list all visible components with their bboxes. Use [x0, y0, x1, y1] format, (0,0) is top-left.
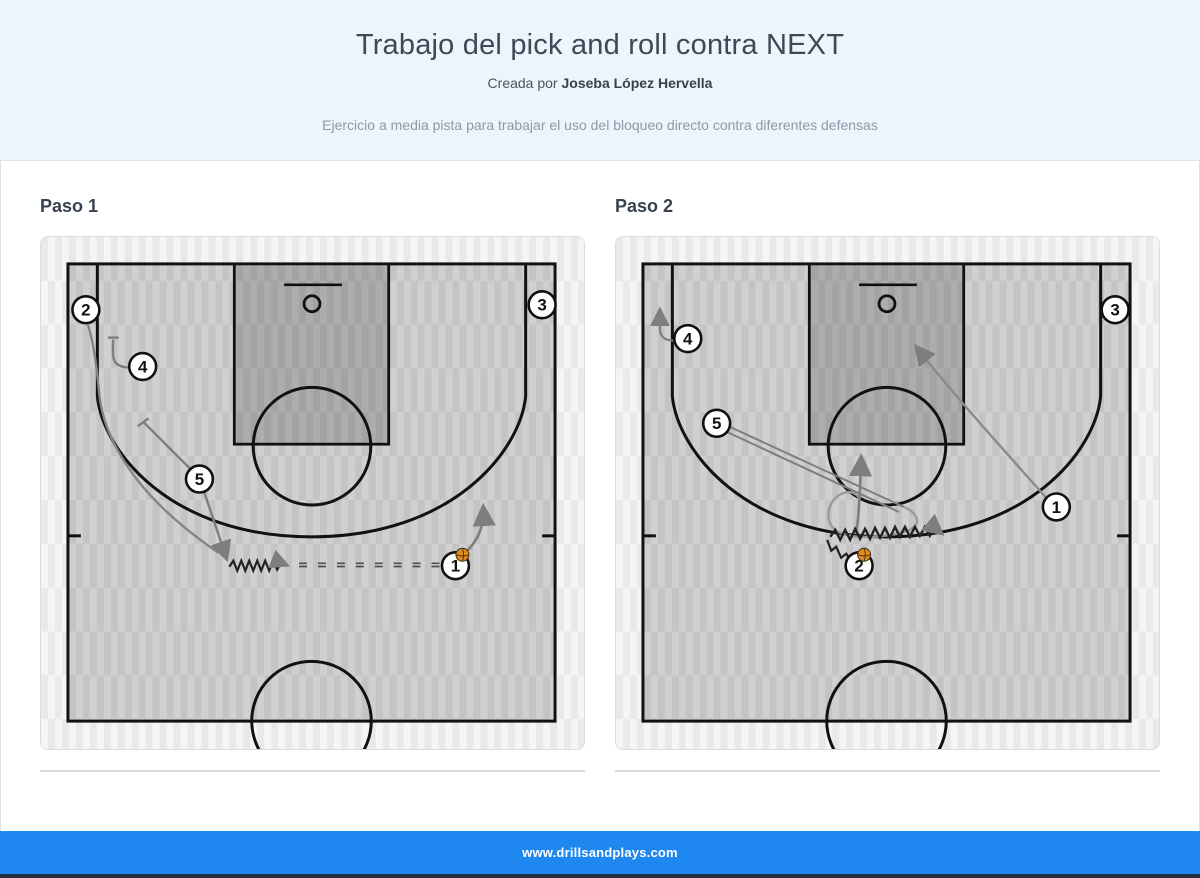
player-number: 1	[1052, 498, 1061, 517]
paint-area	[232, 262, 391, 446]
player-number: 4	[683, 330, 693, 349]
roll-arrow-player5	[848, 452, 873, 534]
header: Trabajo del pick and roll contra NEXT Cr…	[0, 0, 1200, 161]
flare-arrow-player4	[650, 306, 674, 342]
basketball-icon	[455, 547, 470, 562]
column-separator	[615, 770, 1160, 772]
player-token: 4	[673, 323, 703, 354]
player-token: 3	[1100, 294, 1130, 325]
step-column-1: Paso 1	[40, 196, 585, 780]
footer-edge	[0, 874, 1200, 878]
player-number: 2	[81, 301, 90, 320]
step-title-2: Paso 2	[615, 196, 674, 216]
player-number: 5	[195, 470, 204, 489]
court-panel-2: 4 3 5 1 2	[615, 236, 1160, 750]
screen-line-player4	[107, 336, 130, 369]
center-circle	[250, 659, 373, 749]
drill-description: Ejercicio a media pista para trabajar el…	[322, 117, 878, 133]
free-throw-circle	[251, 385, 373, 507]
player-token: 4	[127, 351, 158, 382]
player-token: 5	[701, 408, 732, 439]
player-number: 5	[712, 414, 721, 433]
paint-area	[807, 262, 966, 446]
footer-bar: www.drillsandplays.com	[0, 831, 1200, 874]
cut-line-player2	[86, 324, 220, 554]
player-number: 2	[854, 557, 863, 576]
page-title: Trabajo del pick and roll contra NEXT	[355, 29, 845, 61]
dribble-zigzag-short	[826, 539, 853, 562]
player-token: 1	[1041, 492, 1072, 522]
byline-prefix: Creada por	[487, 75, 558, 91]
player-number: 3	[537, 296, 546, 315]
player-token: 5	[184, 464, 215, 494]
basketball-icon	[857, 547, 872, 562]
rim	[877, 294, 897, 314]
cut-arrow-player1	[913, 343, 1048, 499]
author-name: Joseba López Hervella	[561, 75, 713, 91]
court-svg-1: 2 3 4 5 1	[41, 237, 584, 749]
dribble-zigzag-long	[829, 513, 945, 543]
rim	[302, 294, 322, 314]
pass-dashes	[299, 562, 441, 568]
step-title-1: Paso 1	[40, 196, 99, 216]
column-separator	[40, 770, 585, 772]
footer-url[interactable]: www.drillsandplays.com	[522, 845, 678, 860]
court-svg-2: 4 3 5 1 2	[616, 237, 1159, 749]
step-column-2: Paso 2	[615, 196, 1160, 780]
relocate-arrow-player1	[464, 502, 496, 554]
center-circle	[825, 659, 948, 749]
player-number: 1	[451, 557, 460, 576]
dribble-zigzag	[228, 549, 291, 574]
player-number: 4	[138, 357, 148, 376]
free-throw-circle	[826, 385, 948, 507]
byline: Creada por Joseba López Hervella	[0, 75, 1200, 91]
player-number: 3	[1110, 301, 1119, 320]
court-panel-1: 2 3 4 5 1	[40, 236, 585, 750]
player-token: 3	[527, 289, 557, 320]
player-token: 2	[71, 294, 101, 325]
screen-line-player5	[727, 426, 905, 513]
